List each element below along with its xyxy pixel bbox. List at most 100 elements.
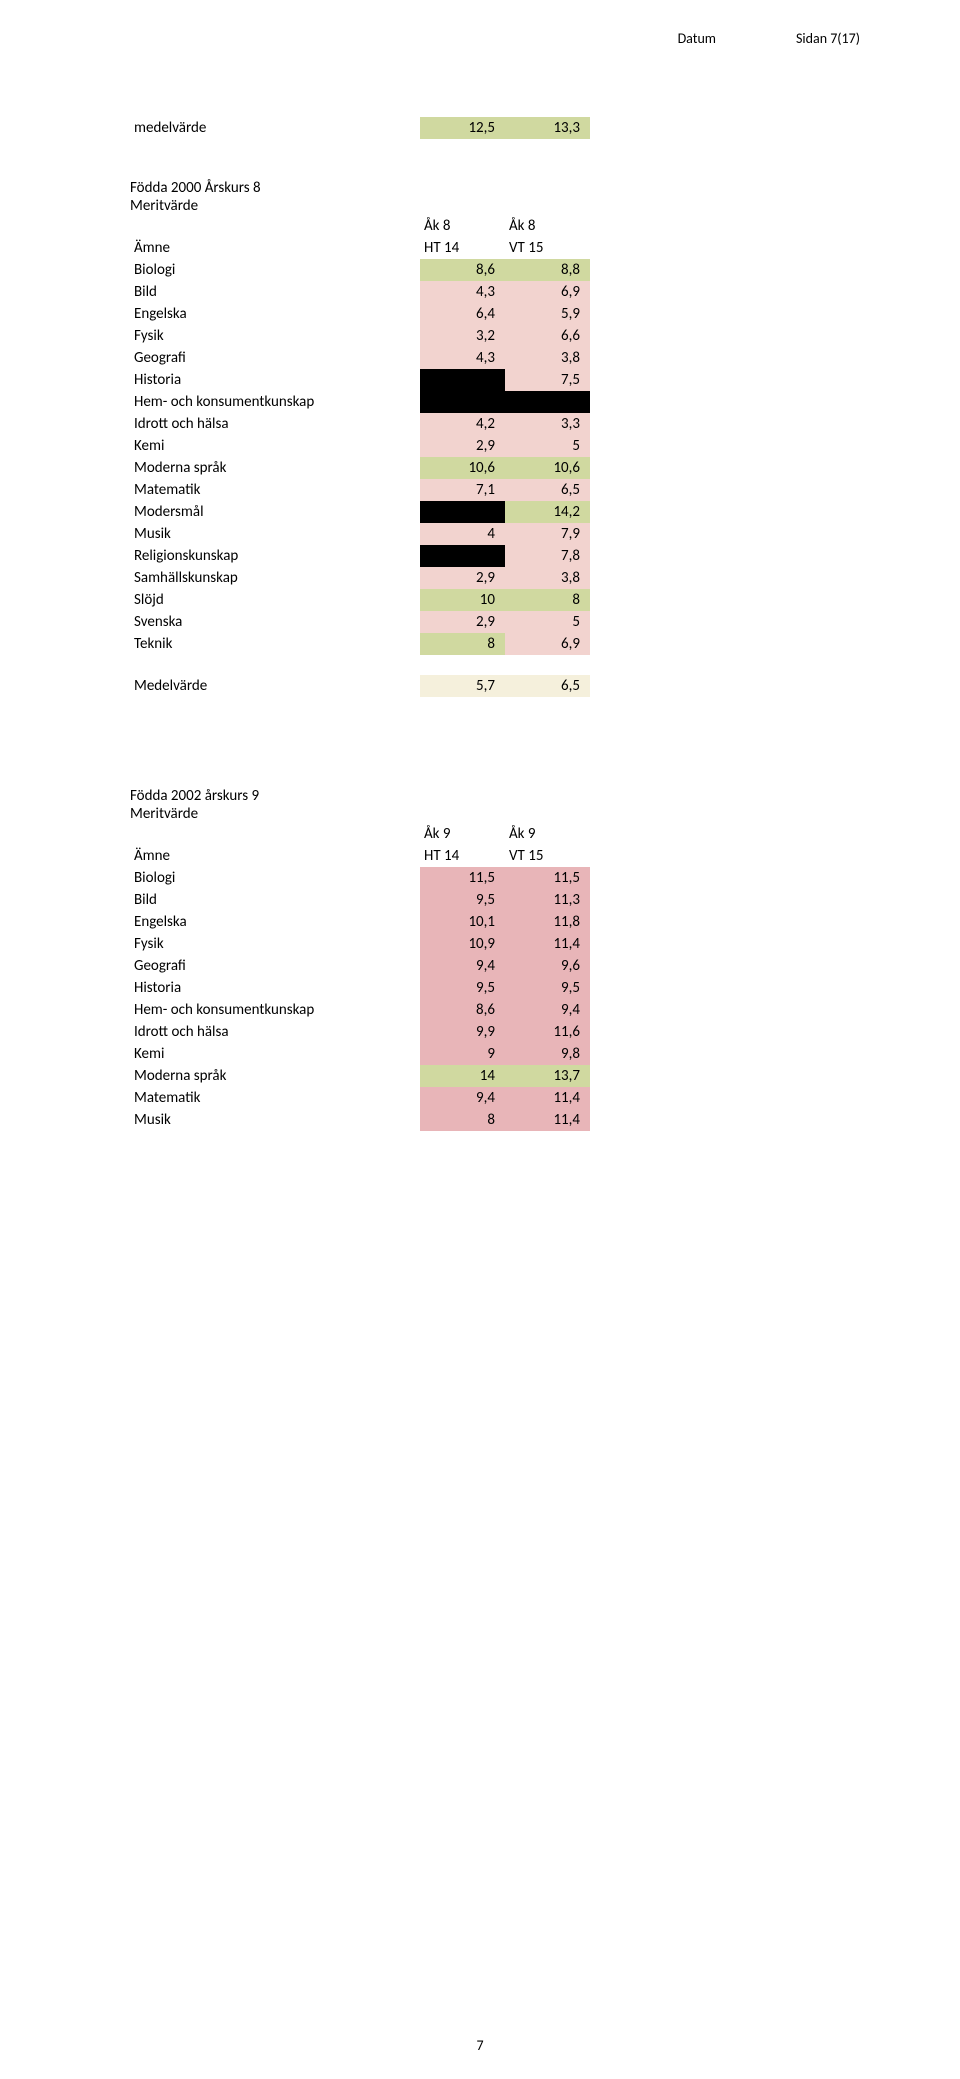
col-header: Åk 8 xyxy=(420,215,505,237)
col-header: VT 15 xyxy=(505,237,590,259)
cell-label: Hem- och konsumentkunskap xyxy=(130,391,420,413)
table-row: Fysik10,911,4 xyxy=(130,933,590,955)
cell-label: Musik xyxy=(130,1109,420,1131)
table-row: Religionskunskap 7,8 xyxy=(130,545,590,567)
cell-value: 11,5 xyxy=(505,867,590,889)
cell-value: 10,6 xyxy=(420,457,505,479)
cell-value: 11,4 xyxy=(505,933,590,955)
cell-value: 6,9 xyxy=(505,281,590,303)
table-row: Moderna språk1413,7 xyxy=(130,1065,590,1087)
cell-value: 14 xyxy=(420,1065,505,1087)
cell-value: 7,8 xyxy=(505,545,590,567)
cell-label: Fysik xyxy=(130,325,420,347)
header-date-label: Datum xyxy=(678,30,716,47)
cell-label: Geografi xyxy=(130,347,420,369)
cell-value xyxy=(420,369,505,391)
cell-empty xyxy=(130,823,420,845)
table-row: Historia 7,5 xyxy=(130,369,590,391)
header-page-label: Sidan 7(17) xyxy=(796,30,860,47)
col-header: Åk 9 xyxy=(420,823,505,845)
table-row: Teknik86,9 xyxy=(130,633,590,655)
cell-label: Bild xyxy=(130,281,420,303)
section-title: Födda 2000 Årskurs 8 xyxy=(130,179,870,197)
cell-value: 3,8 xyxy=(505,567,590,589)
cell-label: Matematik xyxy=(130,479,420,501)
cell-value: 7,5 xyxy=(505,369,590,391)
cell-value: 6,4 xyxy=(420,303,505,325)
cell-label: Historia xyxy=(130,369,420,391)
cell-value: 3,8 xyxy=(505,347,590,369)
cell-label: medelvärde xyxy=(130,117,420,139)
cell-value: 11,4 xyxy=(505,1087,590,1109)
cell-value: 9,5 xyxy=(420,889,505,911)
table-block2-medel: Medelvärde 5,7 6,5 xyxy=(130,675,590,697)
cell-value: 9 xyxy=(420,1043,505,1065)
page: Datum Sidan 7(17) medelvärde 12,5 13,3 F… xyxy=(0,0,960,2079)
cell-value: 11,4 xyxy=(505,1109,590,1131)
cell-label: Religionskunskap xyxy=(130,545,420,567)
table-row: Idrott och hälsa9,911,6 xyxy=(130,1021,590,1043)
table-row: Hem- och konsumentkunskap xyxy=(130,391,590,413)
table-block2: Åk 8 Åk 8 Ämne HT 14 VT 15 Biologi8,68,8… xyxy=(130,215,590,655)
cell-value: 4 xyxy=(420,523,505,545)
cell-value xyxy=(420,501,505,523)
table-header-row: Åk 9 Åk 9 xyxy=(130,823,590,845)
cell-value: 14,2 xyxy=(505,501,590,523)
section-subtitle: Meritvärde xyxy=(130,197,870,215)
col-header: Åk 8 xyxy=(505,215,590,237)
cell-label: Biologi xyxy=(130,259,420,281)
table-row: Biologi8,68,8 xyxy=(130,259,590,281)
cell-value xyxy=(505,391,590,413)
cell-empty xyxy=(130,215,420,237)
cell-value: 5 xyxy=(505,611,590,633)
table-row: Matematik7,16,5 xyxy=(130,479,590,501)
footer-page-number: 7 xyxy=(0,2037,960,2054)
cell-value: 11,3 xyxy=(505,889,590,911)
table-row: Matematik9,411,4 xyxy=(130,1087,590,1109)
cell-label: Ämne xyxy=(130,237,420,259)
table-row: Bild9,511,3 xyxy=(130,889,590,911)
cell-value: 12,5 xyxy=(420,117,505,139)
table-row: medelvärde 12,5 13,3 xyxy=(130,117,590,139)
cell-label: Geografi xyxy=(130,955,420,977)
table-row: Historia9,59,5 xyxy=(130,977,590,999)
cell-label: Teknik xyxy=(130,633,420,655)
cell-value: 9,9 xyxy=(420,1021,505,1043)
cell-value: 4,2 xyxy=(420,413,505,435)
header-meta: Datum Sidan 7(17) xyxy=(130,30,870,47)
cell-label: Engelska xyxy=(130,303,420,325)
cell-value: 10,1 xyxy=(420,911,505,933)
table-row: Geografi4,33,8 xyxy=(130,347,590,369)
cell-value: 2,9 xyxy=(420,435,505,457)
cell-value: 9,8 xyxy=(505,1043,590,1065)
cell-label: Svenska xyxy=(130,611,420,633)
cell-value: 3,2 xyxy=(420,325,505,347)
table-row: Kemi99,8 xyxy=(130,1043,590,1065)
cell-label: Slöjd xyxy=(130,589,420,611)
table-row: Musik811,4 xyxy=(130,1109,590,1131)
cell-value: 11,5 xyxy=(420,867,505,889)
cell-value xyxy=(420,391,505,413)
cell-label: Moderna språk xyxy=(130,457,420,479)
cell-value: 5,9 xyxy=(505,303,590,325)
cell-value: 11,6 xyxy=(505,1021,590,1043)
table-header-row: Ämne HT 14 VT 15 xyxy=(130,237,590,259)
cell-label: Moderna språk xyxy=(130,1065,420,1087)
cell-label: Kemi xyxy=(130,435,420,457)
cell-value: 9,5 xyxy=(420,977,505,999)
cell-value: 8 xyxy=(505,589,590,611)
col-header: Åk 9 xyxy=(505,823,590,845)
table-row: Fysik3,26,6 xyxy=(130,325,590,347)
cell-value: 10,9 xyxy=(420,933,505,955)
cell-value: 7,1 xyxy=(420,479,505,501)
cell-value: 10 xyxy=(420,589,505,611)
cell-value xyxy=(420,545,505,567)
table-row: Musik47,9 xyxy=(130,523,590,545)
col-header: HT 14 xyxy=(420,845,505,867)
table-row: Medelvärde 5,7 6,5 xyxy=(130,675,590,697)
cell-value: 3,3 xyxy=(505,413,590,435)
cell-value: 11,8 xyxy=(505,911,590,933)
cell-label: Medelvärde xyxy=(130,675,420,697)
table-row: Samhällskunskap2,93,8 xyxy=(130,567,590,589)
table-row: Hem- och konsumentkunskap8,69,4 xyxy=(130,999,590,1021)
